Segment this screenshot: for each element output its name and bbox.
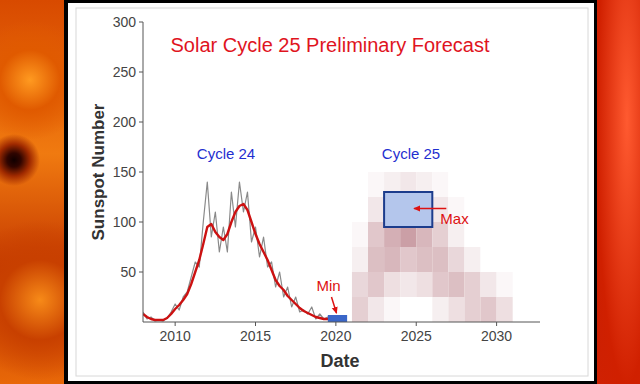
forecast-cell	[352, 222, 368, 247]
x-axis-label: Date	[320, 351, 359, 371]
forecast-cell	[352, 297, 368, 322]
y-tick-label: 300	[113, 14, 137, 30]
forecast-cell	[481, 197, 497, 222]
forecast-cell	[432, 172, 448, 197]
forecast-cell	[352, 197, 368, 222]
series-line	[143, 204, 336, 320]
forecast-cell	[481, 272, 497, 297]
cycle-label: Cycle 25	[382, 145, 440, 162]
forecast-cell	[481, 297, 497, 322]
forecast-cell	[352, 272, 368, 297]
x-tick	[496, 322, 497, 326]
forecast-cell	[368, 297, 384, 322]
sun-image-left	[0, 0, 64, 384]
y-tick	[139, 122, 143, 123]
plot-data	[143, 172, 513, 322]
x-tick-label: 2025	[401, 328, 432, 344]
forecast-cell	[432, 272, 448, 297]
min-arrow	[331, 297, 336, 313]
forecast-cell	[400, 272, 416, 297]
forecast-min-box	[328, 315, 347, 322]
forecast-cell	[368, 172, 384, 197]
x-tick-label: 2010	[160, 328, 191, 344]
forecast-cell	[497, 197, 513, 222]
max-arrow	[414, 208, 446, 210]
y-tick-label: 150	[113, 164, 137, 180]
chart-panel	[68, 3, 594, 381]
forecast-cell	[481, 172, 497, 197]
series-line	[143, 182, 336, 321]
forecast-cell	[432, 247, 448, 272]
forecast-cell	[464, 272, 480, 297]
forecast-cell	[481, 247, 497, 272]
forecast-cell	[384, 247, 400, 272]
forecast-cell	[368, 222, 384, 247]
y-tick	[139, 222, 143, 223]
y-tick	[139, 172, 143, 173]
x-axis	[143, 322, 540, 323]
forecast-cell	[497, 272, 513, 297]
sun-image-right	[597, 0, 640, 384]
y-axis-label: Sunspot Number	[89, 103, 108, 240]
forecast-cell	[352, 247, 368, 272]
forecast-cell	[384, 297, 400, 322]
forecast-cell	[497, 247, 513, 272]
x-tick-label: 2020	[320, 328, 351, 344]
forecast-cell	[400, 247, 416, 272]
x-tick-label: 2030	[481, 328, 512, 344]
forecast-cell	[464, 172, 480, 197]
forecast-cell	[497, 222, 513, 247]
forecast-cell	[464, 247, 480, 272]
forecast-cell	[416, 272, 432, 297]
forecast-cell	[448, 247, 464, 272]
forecast-cell	[400, 297, 416, 322]
chart: Solar Cycle 25 Preliminary Forecast 50 100…	[0, 0, 640, 384]
forecast-cell	[497, 172, 513, 197]
forecast-cell	[448, 272, 464, 297]
min-label: Min	[316, 277, 340, 294]
y-tick-label: 200	[113, 114, 137, 130]
forecast-cell	[352, 172, 368, 197]
forecast-cell	[481, 222, 497, 247]
forecast-cell	[368, 247, 384, 272]
y-tick-label: 250	[113, 64, 137, 80]
forecast-cell	[448, 297, 464, 322]
forecast-max-box	[384, 192, 432, 227]
y-tick	[139, 272, 143, 273]
forecast-cell	[368, 272, 384, 297]
forecast-cell	[464, 297, 480, 322]
y-tick	[139, 22, 143, 23]
forecast-cell	[384, 272, 400, 297]
forecast-cell	[416, 297, 432, 322]
title: Solar Cycle 25 Preliminary Forecast	[171, 34, 490, 56]
forecast-cell	[416, 247, 432, 272]
y-tick	[139, 72, 143, 73]
x-tick	[255, 322, 256, 326]
forecast-cell	[497, 297, 513, 322]
max-label: Max	[440, 210, 469, 227]
y-tick-label: 50	[120, 264, 136, 280]
x-tick	[416, 322, 417, 326]
image-frame	[76, 8, 588, 376]
y-tick-label: 100	[113, 214, 137, 230]
x-tick	[335, 322, 336, 326]
forecast-cell	[432, 297, 448, 322]
x-tick	[175, 322, 176, 326]
forecast-cell	[368, 197, 384, 222]
x-tick-label: 2015	[240, 328, 271, 344]
forecast-cell	[448, 172, 464, 197]
cycle-label: Cycle 24	[197, 145, 255, 162]
